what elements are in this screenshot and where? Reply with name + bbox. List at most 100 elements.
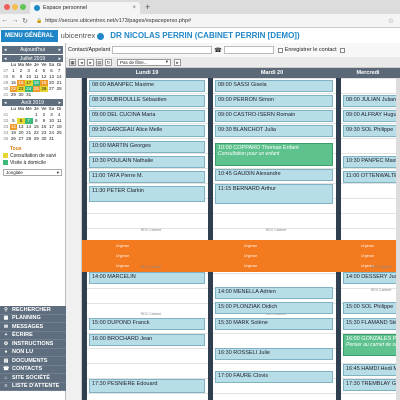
appointment-wed[interactable]: 08:00 JULIAN Julian bbox=[343, 95, 397, 107]
calendar-day[interactable]: 13 bbox=[49, 74, 55, 79]
nav-item-site-soci-t-[interactable]: ⌂ SITE SOCIÉTÉ bbox=[0, 374, 66, 383]
calendar-day[interactable]: 12 bbox=[9, 124, 18, 130]
close-window-icon[interactable] bbox=[4, 4, 10, 10]
appointment-mon[interactable]: 10:00 MARTIN Georges bbox=[89, 141, 205, 153]
calendar-day[interactable]: 2 bbox=[19, 68, 23, 73]
calendar-day[interactable]: 23 bbox=[17, 86, 25, 92]
day-header-monday[interactable]: Lundi 19 bbox=[135, 70, 159, 76]
next-month-icon[interactable]: ▸ bbox=[58, 55, 61, 62]
next-month-icon[interactable]: ▸ bbox=[58, 47, 61, 53]
appointment-mon[interactable]: 09:00 DEL CUCINA Maria bbox=[89, 110, 205, 122]
reload-icon[interactable]: ↻ bbox=[22, 17, 28, 25]
nav-item-non-lu[interactable]: ● NON LU bbox=[0, 349, 66, 357]
calendar-day[interactable]: 28 bbox=[26, 136, 32, 141]
main-menu-button[interactable]: MENU GÉNÉRAL bbox=[1, 29, 58, 42]
nav-item-messages[interactable]: ✉ MESSAGES bbox=[0, 323, 66, 332]
calendar-day[interactable]: 19 bbox=[10, 130, 16, 135]
agenda-select[interactable]: Jonglale ▾ bbox=[3, 169, 62, 176]
bookmark-star-icon[interactable]: ☆ bbox=[387, 18, 394, 25]
appointment-tue[interactable]: 15:00 PLONZIAK Didich bbox=[215, 302, 333, 314]
appointment-wed[interactable]: 16:00 GONZALES PierrePenser au carnet de… bbox=[343, 334, 397, 356]
calendar-day[interactable]: 30 bbox=[41, 136, 47, 141]
calendar-day[interactable]: 16 bbox=[41, 124, 47, 129]
planning-grid[interactable]: Urgence Urgence Urgence Urgence Urgence Urgen… bbox=[66, 78, 400, 400]
calendar-day[interactable]: 3 bbox=[50, 112, 53, 117]
prev-month-icon[interactable]: ◂ bbox=[4, 47, 7, 53]
appointment-wed[interactable]: 16:45 HAMDI Hedi M bbox=[343, 364, 397, 376]
calendar-day[interactable]: 1 bbox=[35, 112, 38, 117]
calendar-day[interactable]: 7 bbox=[24, 118, 33, 124]
save-contact-checkbox[interactable] bbox=[277, 47, 283, 53]
calendar-day[interactable]: 3 bbox=[27, 68, 30, 73]
nav-item-planning[interactable]: ▦ PLANNING bbox=[0, 315, 66, 323]
calendar-day[interactable]: 11 bbox=[56, 118, 62, 123]
legend-all[interactable]: Tous bbox=[10, 145, 22, 152]
legend-item[interactable]: Visite à domicile bbox=[3, 159, 62, 166]
day-header-tuesday[interactable]: Mardi 20 bbox=[260, 70, 284, 76]
calendar-day[interactable]: 19 bbox=[40, 80, 48, 86]
browser-tab[interactable]: Espace personnel × bbox=[30, 2, 140, 14]
nav-item-liste-d-attente[interactable]: ≡ LISTE D'ATTENTE bbox=[0, 383, 66, 391]
appointment-mon[interactable]: 17:30 PESNIERE Edouard bbox=[89, 379, 205, 393]
calendar-day[interactable]: 8 bbox=[35, 118, 38, 123]
calendar-day[interactable]: 20 bbox=[18, 130, 24, 135]
calendar-day[interactable]: 23 bbox=[41, 130, 47, 135]
appointment-tue[interactable]: 15:30 MARK Solène bbox=[215, 318, 333, 330]
calendar-day[interactable]: 11 bbox=[33, 74, 39, 79]
appointment-mon[interactable]: 15:00 DUPOND Franck bbox=[89, 318, 205, 330]
calendar-day[interactable]: 27 bbox=[49, 86, 55, 91]
appointment-wed[interactable]: 10:30 PANPEC Maxime bbox=[343, 156, 397, 168]
nav-item-contacts[interactable]: ☎ CONTACTS bbox=[0, 366, 66, 374]
appointment-wed[interactable]: 15:30 FLAMAND Stéphan bbox=[343, 318, 397, 330]
calendar-day[interactable]: 17 bbox=[49, 124, 55, 129]
calendar-day[interactable]: 13 bbox=[18, 124, 24, 129]
calendar-day[interactable]: 8 bbox=[12, 74, 15, 79]
appointment-mon[interactable]: 10:30 POULAIN Nathalie bbox=[89, 156, 205, 168]
calendar-day[interactable]: 5 bbox=[12, 118, 15, 123]
url-field[interactable]: 🔒 https://secure.ubicentrex.net/v173/pag… bbox=[36, 18, 191, 24]
contact-input[interactable] bbox=[112, 46, 213, 54]
urgent-slots-band[interactable] bbox=[82, 240, 400, 272]
calendar-day[interactable]: 4 bbox=[57, 112, 61, 117]
calendar-day[interactable]: 28 bbox=[56, 86, 62, 91]
calendar-day[interactable]: 17 bbox=[24, 80, 33, 86]
appointment-mon[interactable]: 08:30 BUBROULLE Sébastien bbox=[89, 95, 205, 107]
save-contact-extra-checkbox[interactable] bbox=[339, 47, 345, 53]
appointment-tue[interactable]: 10:00 COPPARD Thomas Enfant Consultation … bbox=[215, 143, 333, 166]
calendar-day[interactable]: 26 bbox=[10, 136, 16, 141]
calendar-day[interactable]: 25 bbox=[56, 130, 62, 135]
filter-apply-icon[interactable]: ▸ bbox=[174, 58, 181, 66]
calendar-day[interactable]: 10 bbox=[26, 74, 32, 79]
calendar-day[interactable]: 25 bbox=[32, 86, 41, 92]
calendar-day[interactable]: 24 bbox=[24, 86, 33, 92]
appointment-mon[interactable]: 16:00 BROCHARD Jean bbox=[89, 334, 205, 346]
appointment-tue[interactable]: 08:00 SASSI Gisela bbox=[215, 80, 333, 92]
appointment-tue[interactable]: 09:00 CASTRO-ISERN Romain bbox=[215, 110, 333, 122]
appointment-tue[interactable]: 16:30 ROSSELI Julie bbox=[215, 348, 333, 360]
calendar-day[interactable]: 21 bbox=[26, 130, 32, 135]
appointment-tue[interactable]: 14:00 MENELLA Adrien bbox=[215, 287, 333, 299]
legend-item[interactable]: Consultation de suivi bbox=[3, 152, 62, 159]
calendar-day[interactable]: 31 bbox=[49, 136, 55, 141]
next-month-icon[interactable]: ▸ bbox=[58, 99, 61, 106]
calendar-day[interactable]: 4 bbox=[35, 68, 38, 73]
filter-select[interactable]: Pas de filtre... ▾ bbox=[117, 58, 171, 66]
calendar-day[interactable]: 20 bbox=[49, 80, 55, 85]
appointment-tue[interactable]: 10:45 GAUDIN Alexandre bbox=[215, 169, 333, 181]
appointment-wed[interactable]: 11:00 OTTENWALTER Cé bbox=[343, 171, 397, 183]
calendar-day[interactable]: 6 bbox=[50, 68, 53, 73]
appointment-tue[interactable]: 09:00 PERRON Simon bbox=[215, 95, 333, 107]
refresh-icon[interactable]: ↻ bbox=[105, 58, 112, 66]
calendar-day[interactable]: 22 bbox=[33, 130, 39, 135]
calendar-day[interactable]: 18 bbox=[56, 124, 62, 129]
calendar-day[interactable]: 12 bbox=[41, 74, 47, 79]
calendar-day[interactable]: 21 bbox=[56, 80, 62, 85]
maximize-window-icon[interactable] bbox=[20, 4, 26, 10]
appointment-tue[interactable]: 11:15 BERNARD Arthur bbox=[215, 184, 333, 204]
appointment-mon[interactable]: 08:00 ABANPEC Maxime bbox=[89, 80, 205, 92]
calendar-day[interactable]: 5 bbox=[42, 68, 46, 73]
calendar-day[interactable]: 29 bbox=[10, 92, 16, 97]
calendar-day[interactable]: 24 bbox=[49, 130, 55, 135]
calendar-day[interactable]: 10 bbox=[49, 118, 55, 123]
appointment-mon[interactable]: 14:00 MARCELIN bbox=[89, 272, 205, 284]
